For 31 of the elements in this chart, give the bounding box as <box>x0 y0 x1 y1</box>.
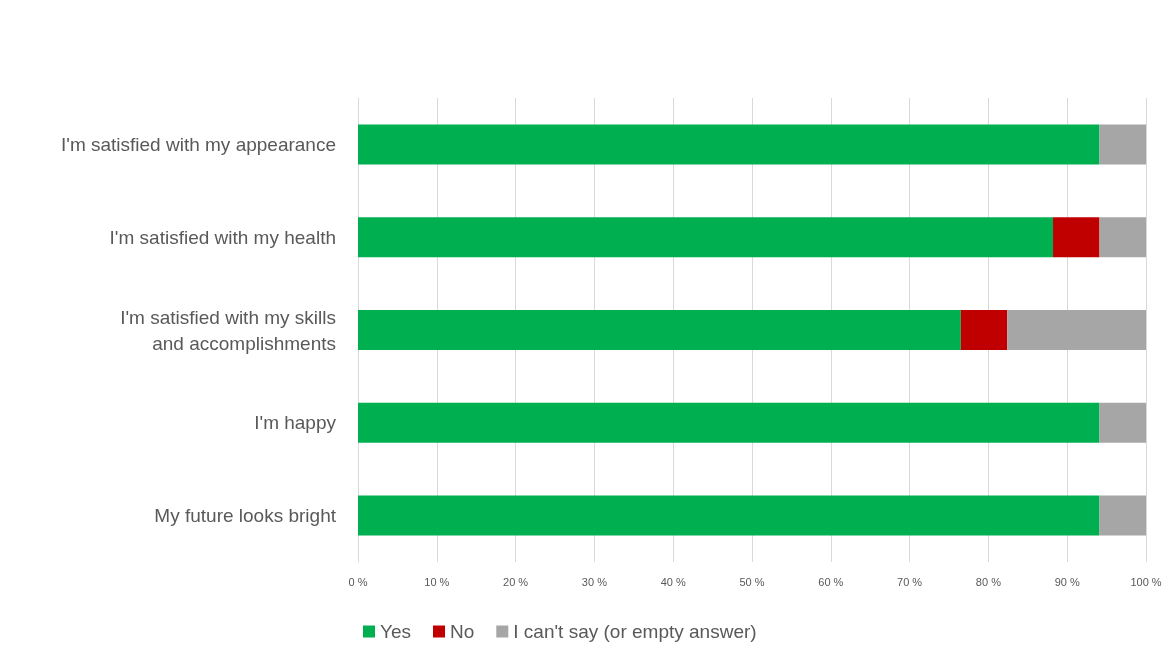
x-tick-label: 0 % <box>348 575 368 588</box>
legend-label: I can't say (or empty answer) <box>513 621 757 642</box>
bar <box>358 124 1100 165</box>
bar <box>358 402 1100 443</box>
bar <box>1099 402 1146 443</box>
y-tick-label: I'm satisfied with my skills and accomplishments <box>120 306 336 354</box>
x-tick-label: 90 % <box>1054 575 1080 588</box>
x-tick-label: 80 % <box>975 575 1002 588</box>
x-tick-label: 40 % <box>660 575 686 588</box>
bar <box>960 310 1008 350</box>
y-tick-label: I'm satisfied with my health <box>109 226 336 248</box>
y-tick-label: I'm happy <box>254 412 337 434</box>
bar <box>1007 310 1146 350</box>
x-tick-label: 30 % <box>581 575 608 588</box>
x-tick-label: 50 % <box>739 575 765 588</box>
y-tick-label: My future looks bright <box>154 505 337 527</box>
x-tick-label: 10 % <box>424 575 450 588</box>
bar <box>1099 124 1146 165</box>
bar <box>1099 495 1146 536</box>
bar <box>1053 217 1100 258</box>
bar <box>1099 217 1146 258</box>
x-tick-label: 100 % <box>1130 575 1162 588</box>
y-tick-label: I'm satisfied with my appearance <box>60 133 336 155</box>
legend-label: Yes <box>380 621 411 642</box>
bar <box>358 495 1100 536</box>
x-tick-label: 60 % <box>818 575 844 588</box>
bar <box>358 217 1054 258</box>
bar <box>358 310 961 350</box>
x-tick-label: 20 % <box>503 575 529 588</box>
x-tick-label: 70 % <box>897 575 923 588</box>
legend-label: No <box>450 621 475 642</box>
